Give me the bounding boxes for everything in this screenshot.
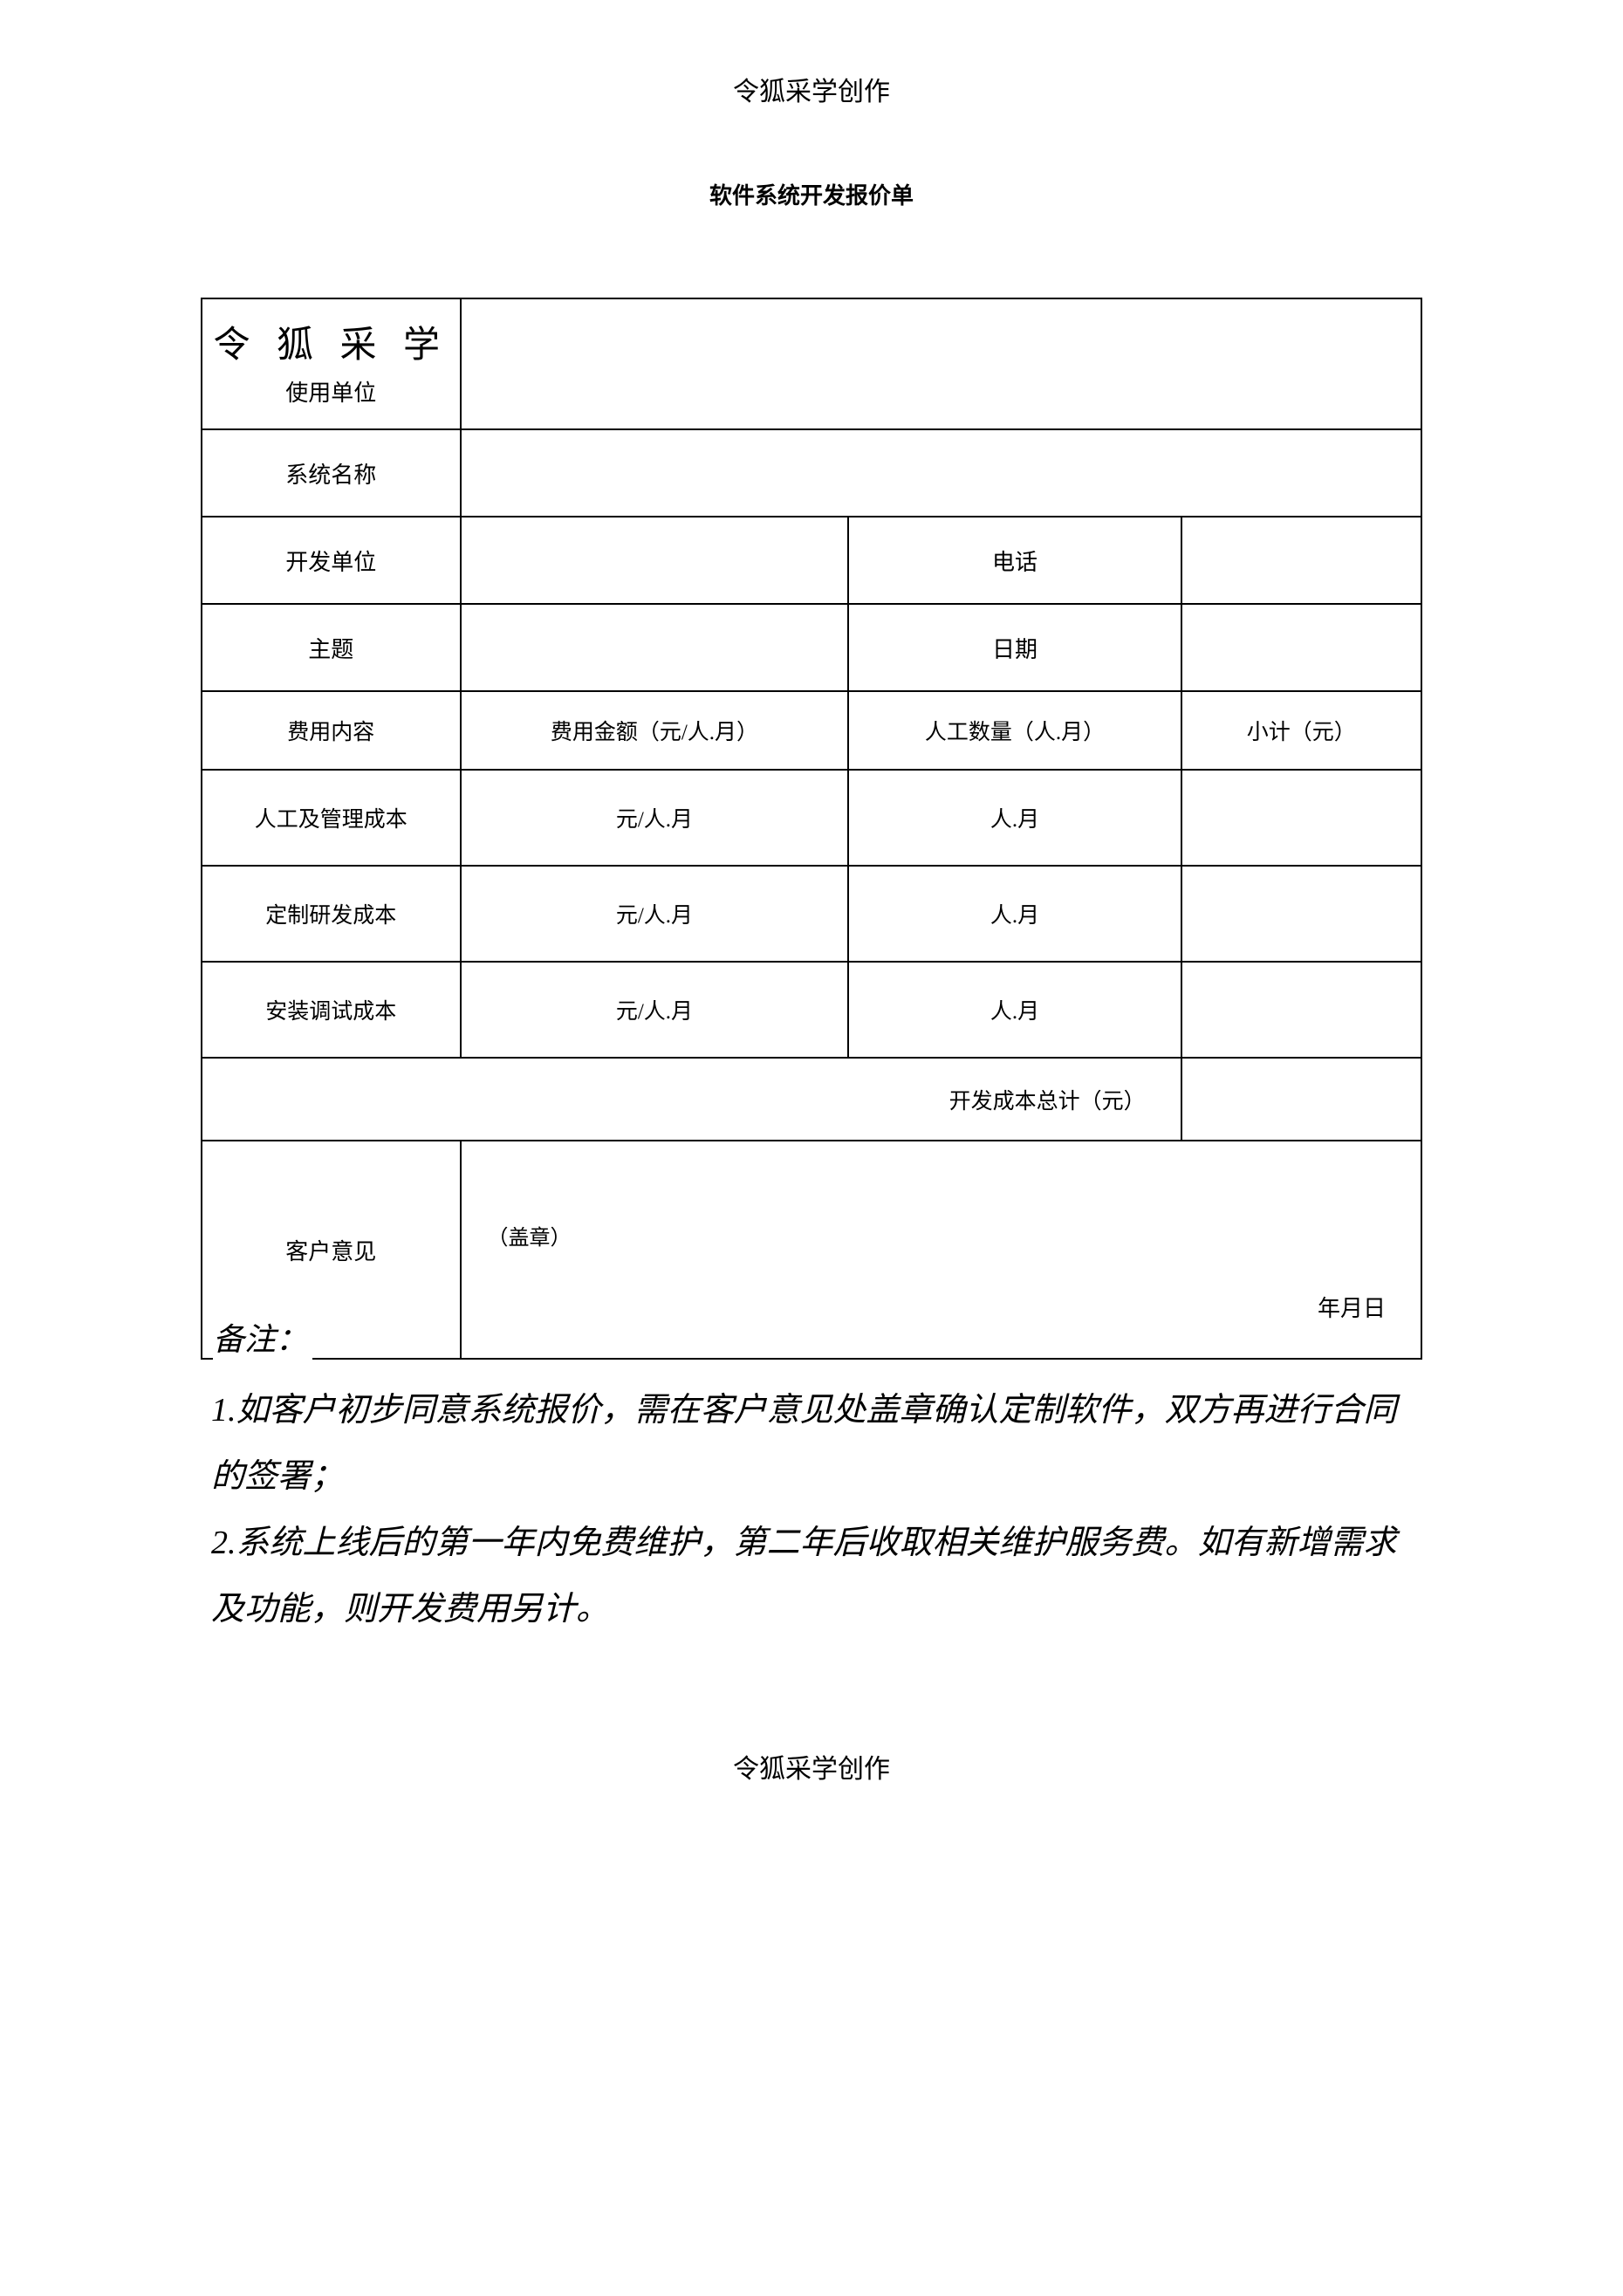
stamp-text: （盖章） [488, 1220, 572, 1251]
unit-value-cell [461, 298, 1421, 429]
system-name-value [461, 429, 1421, 517]
cost-row-label: 人工及管理成本 [202, 770, 461, 866]
subject-value [461, 604, 849, 691]
cost-row-quantity: 人.月 [848, 770, 1181, 866]
page-header: 令狐采学创作 [0, 70, 1623, 108]
remarks-line-1: 1.如客户初步同意系统报价，需在客户意见处盖章确认定制软件，双方再进行合同的签署… [211, 1377, 1422, 1510]
total-value [1181, 1058, 1421, 1141]
cost-row: 安装调试成本 元/人.月 人.月 [202, 962, 1421, 1058]
cost-row: 定制研发成本 元/人.月 人.月 [202, 866, 1421, 962]
dev-unit-value [461, 517, 849, 604]
table-row: 系统名称 [202, 429, 1421, 517]
opinion-date: 年月日 [1318, 1291, 1386, 1323]
total-row: 开发成本总计（元） [202, 1058, 1421, 1141]
cost-row-quantity: 人.月 [848, 962, 1181, 1058]
cost-header-quantity: 人工数量（人.月） [848, 691, 1181, 770]
cost-row-label: 定制研发成本 [202, 866, 461, 962]
quote-table: 令 狐 采 学 使用单位 系统名称 开发单位 电话 主题 日期 [201, 298, 1422, 1360]
cost-row-subtotal [1181, 962, 1421, 1058]
opinion-label-cell: 客户意见 备注： [202, 1141, 461, 1359]
table-row: 令 狐 采 学 使用单位 [202, 298, 1421, 429]
cost-row-amount: 元/人.月 [461, 962, 849, 1058]
system-name-label: 系统名称 [202, 429, 461, 517]
remarks-line-2: 2.系统上线后的第一年内免费维护，第二年后收取相关维护服务费。如有新增需求及功能… [211, 1510, 1422, 1642]
table-row: 主题 日期 [202, 604, 1421, 691]
cost-row-label: 安装调试成本 [202, 962, 461, 1058]
cost-header-row: 费用内容 费用金额（元/人.月） 人工数量（人.月） 小计（元） [202, 691, 1421, 770]
opinion-label: 客户意见 [285, 1239, 376, 1265]
total-label: 开发成本总计（元） [202, 1058, 1181, 1141]
unit-name-sub: 使用单位 [206, 375, 456, 412]
unit-label-cell: 令 狐 采 学 使用单位 [202, 298, 461, 429]
unit-name-big: 令 狐 采 学 [206, 317, 456, 375]
cost-row-amount: 元/人.月 [461, 770, 849, 866]
cost-header-amount: 费用金额（元/人.月） [461, 691, 849, 770]
quote-table-wrapper: 令 狐 采 学 使用单位 系统名称 开发单位 电话 主题 日期 [201, 298, 1422, 1360]
dev-unit-label: 开发单位 [202, 517, 461, 604]
cost-header-subtotal: 小计（元） [1181, 691, 1421, 770]
remarks-body: 1.如客户初步同意系统报价，需在客户意见处盖章确认定制软件，双方再进行合同的签署… [201, 1377, 1422, 1642]
cost-row-quantity: 人.月 [848, 866, 1181, 962]
cost-header-content: 费用内容 [202, 691, 461, 770]
table-row: 开发单位 电话 [202, 517, 1421, 604]
cost-row: 人工及管理成本 元/人.月 人.月 [202, 770, 1421, 866]
opinion-value-cell: （盖章） 年月日 [461, 1141, 1421, 1359]
cost-row-subtotal [1181, 866, 1421, 962]
date-value [1181, 604, 1421, 691]
subject-label: 主题 [202, 604, 461, 691]
phone-label: 电话 [848, 517, 1181, 604]
opinion-row: 客户意见 备注： （盖章） 年月日 [202, 1141, 1421, 1359]
date-label: 日期 [848, 604, 1181, 691]
page-footer: 令狐采学创作 [0, 1747, 1623, 1785]
cost-row-amount: 元/人.月 [461, 866, 849, 962]
cost-row-subtotal [1181, 770, 1421, 866]
document-title: 软件系统开发报价单 [0, 178, 1623, 210]
remarks-heading: 备注： [213, 1314, 312, 1360]
phone-value [1181, 517, 1421, 604]
